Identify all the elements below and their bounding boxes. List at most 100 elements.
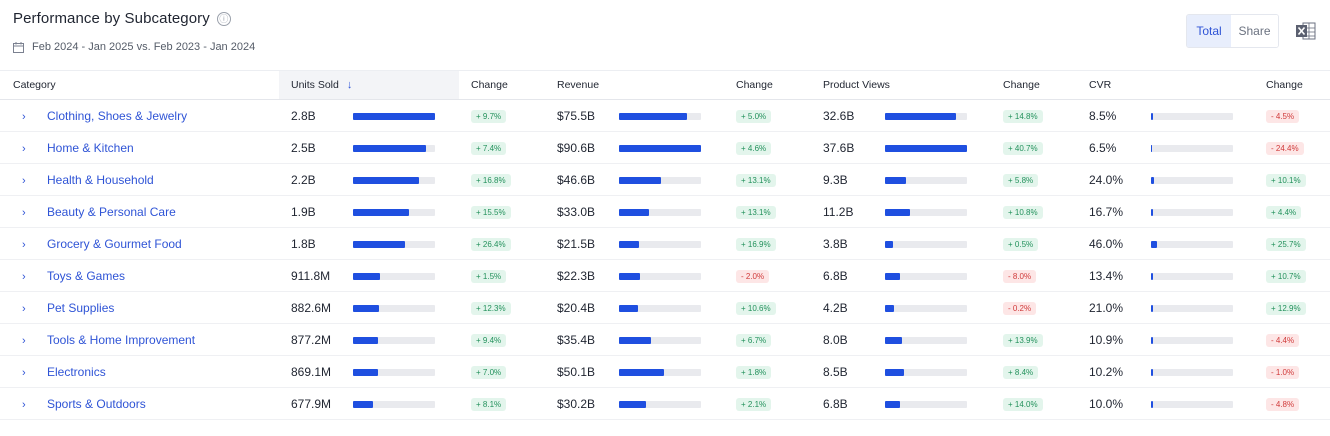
product-views-header[interactable]: Product Views (811, 70, 991, 100)
units-bar (353, 240, 435, 248)
units-change-cell: + 8.1% (459, 387, 545, 420)
cvr-header[interactable]: CVR (1077, 70, 1254, 100)
units-sold-header[interactable]: Units Sold ↓ (279, 70, 459, 100)
table-row[interactable]: › Grocery & Gourmet Food 1.8B + 26.4% $21.5B… (0, 227, 1330, 260)
table-row[interactable]: › Clothing, Shoes & Jewelry 2.8B + 9.7% $75.… (0, 99, 1330, 132)
revenue-value: $90.6B (557, 140, 596, 155)
category-link[interactable]: Pet Supplies (47, 300, 115, 315)
views-cell: 8.0B (811, 323, 991, 356)
share-toggle-button[interactable]: Share (1231, 15, 1278, 47)
cvr-cell: 10.0% (1077, 387, 1254, 420)
table-row[interactable]: › Electronics 869.1M + 7.0% $50.1B + 1.8% 8.5B… (0, 355, 1330, 388)
units-bar (353, 304, 435, 312)
cvr-cell: 24.0% (1077, 163, 1254, 196)
views-value: 37.6B (823, 140, 855, 155)
units-bar-fill (353, 336, 379, 344)
revenue-bar (619, 336, 701, 344)
revenue-bar (619, 240, 701, 248)
cvr-change-cell: - 4.5% (1254, 99, 1330, 132)
units-value: 677.9M (291, 396, 332, 411)
units-bar-fill (353, 208, 409, 216)
units-bar (353, 368, 435, 376)
units-change-header[interactable]: Change (459, 70, 545, 100)
category-link[interactable]: Beauty & Personal Care (47, 204, 176, 219)
header: Performance by Subcategory ⓘ Feb 2024 - … (13, 10, 255, 53)
views-bar (885, 400, 967, 408)
views-change-badge: + 14.0% (1003, 398, 1043, 411)
units-change-badge: + 7.0% (471, 366, 507, 379)
views-change-header[interactable]: Change (991, 70, 1077, 100)
revenue-change-cell: + 13.1% (724, 195, 811, 228)
chevron-right-icon[interactable]: › (22, 366, 26, 379)
chevron-right-icon[interactable]: › (22, 142, 26, 155)
units-bar-fill (353, 368, 379, 376)
revenue-header[interactable]: Revenue (545, 70, 724, 100)
units-change-badge: + 8.1% (471, 398, 507, 411)
chevron-right-icon[interactable]: › (22, 238, 26, 251)
chevron-right-icon[interactable]: › (22, 110, 26, 123)
revenue-change-cell: + 4.6% (724, 131, 811, 164)
units-change-cell: + 9.7% (459, 99, 545, 132)
chevron-right-icon[interactable]: › (22, 174, 26, 187)
category-header[interactable]: Category (0, 70, 279, 100)
calendar-icon (13, 41, 24, 53)
cvr-change-badge: + 12.9% (1266, 302, 1306, 315)
table-row[interactable]: › Pet Supplies 882.6M + 12.3% $20.4B + 10.6% 4… (0, 291, 1330, 324)
chevron-right-icon[interactable]: › (22, 334, 26, 347)
table-row[interactable]: › Toys & Games 911.8M + 1.5% $22.3B - 2.0% 6.8… (0, 259, 1330, 292)
views-value: 11.2B (823, 204, 854, 219)
views-bar (885, 144, 967, 152)
category-link[interactable]: Grocery & Gourmet Food (47, 236, 182, 251)
cvr-value: 6.5% (1089, 140, 1117, 155)
category-link[interactable]: Health & Household (47, 172, 154, 187)
chevron-right-icon[interactable]: › (22, 398, 26, 411)
views-bar-fill (885, 176, 906, 184)
cvr-cell: 13.4% (1077, 259, 1254, 292)
views-bar-fill (885, 112, 957, 120)
table-row[interactable]: › Tools & Home Improvement 877.2M + 9.4% $35… (0, 323, 1330, 356)
page-title: Performance by Subcategory (13, 10, 210, 27)
units-change-cell: + 1.5% (459, 259, 545, 292)
category-link[interactable]: Clothing, Shoes & Jewelry (47, 108, 188, 123)
cvr-bar-fill (1151, 112, 1153, 120)
revenue-bar-fill (619, 240, 639, 248)
cvr-bar-fill (1151, 304, 1154, 312)
table-row[interactable]: › Sports & Outdoors 677.9M + 8.1% $30.2B + 2.… (0, 387, 1330, 420)
cvr-bar (1151, 176, 1233, 184)
units-bar (353, 208, 435, 216)
chevron-right-icon[interactable]: › (22, 270, 26, 283)
revenue-change-badge: + 10.6% (736, 302, 776, 315)
cvr-change-badge: - 1.0% (1266, 366, 1300, 379)
views-change-badge: + 14.8% (1003, 110, 1043, 123)
cvr-value: 21.0% (1089, 300, 1124, 315)
cvr-cell: 46.0% (1077, 227, 1254, 260)
category-link[interactable]: Home & Kitchen (47, 140, 134, 155)
views-value: 32.6B (823, 108, 855, 123)
revenue-change-badge: - 2.0% (736, 270, 770, 283)
category-link[interactable]: Electronics (47, 364, 106, 379)
excel-export-icon[interactable] (1296, 22, 1316, 40)
cvr-bar (1151, 368, 1233, 376)
revenue-change-header[interactable]: Change (724, 70, 811, 100)
category-link[interactable]: Tools & Home Improvement (47, 332, 196, 347)
chevron-right-icon[interactable]: › (22, 206, 26, 219)
revenue-change-badge: + 16.9% (736, 238, 776, 251)
table-row[interactable]: › Home & Kitchen 2.5B + 7.4% $90.6B + 4.6% 37.… (0, 131, 1330, 164)
revenue-bar-fill (619, 176, 661, 184)
table-row[interactable]: › Health & Household 2.2B + 16.8% $46.6B + 13… (0, 163, 1330, 196)
cvr-change-header[interactable]: Change (1254, 70, 1330, 100)
cvr-value: 10.9% (1089, 332, 1124, 347)
cvr-value: 13.4% (1089, 268, 1124, 283)
date-range: Feb 2024 - Jan 2025 vs. Feb 2023 - Jan 2… (13, 41, 255, 53)
table-row[interactable]: › Beauty & Personal Care 1.9B + 15.5% $33.0B… (0, 195, 1330, 228)
info-icon[interactable]: ⓘ (216, 11, 231, 26)
views-value: 9.3B (823, 172, 848, 187)
units-value: 877.2M (291, 332, 332, 347)
views-bar (885, 240, 967, 248)
revenue-cell: $22.3B (545, 259, 724, 292)
chevron-right-icon[interactable]: › (22, 302, 26, 315)
units-bar-fill (353, 176, 419, 184)
category-link[interactable]: Sports & Outdoors (47, 396, 146, 411)
total-toggle-button[interactable]: Total (1187, 15, 1231, 47)
category-link[interactable]: Toys & Games (47, 268, 126, 283)
